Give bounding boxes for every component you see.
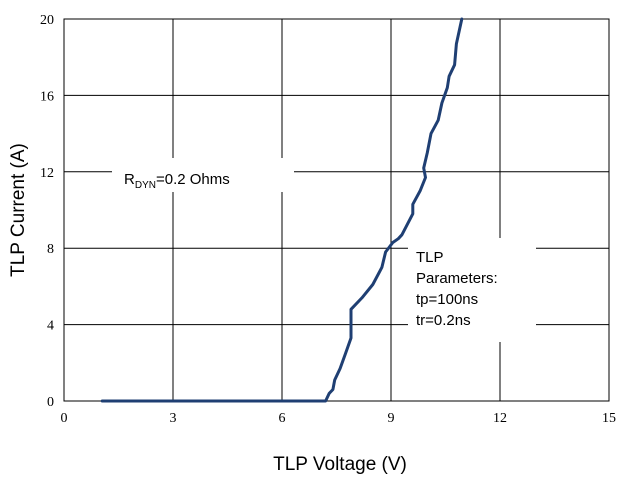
x-axis-title: TLP Voltage (V) bbox=[273, 454, 407, 475]
x-tick-label: 6 bbox=[279, 411, 286, 426]
series-layer bbox=[100, 17, 464, 403]
tlp-parameters-annotation: TLP Parameters: tp=100ns tr=0.2ns bbox=[416, 249, 502, 329]
tlp-param-line-3: tp=100ns bbox=[416, 291, 478, 308]
y-tick-label: 4 bbox=[47, 319, 54, 334]
rdyn-value: =0.2 Ohms bbox=[156, 171, 230, 188]
y-axis-title: TLP Current (A) bbox=[8, 143, 29, 277]
x-tick-label: 9 bbox=[388, 411, 395, 426]
tlp-parameters-annotation-background bbox=[408, 238, 536, 342]
x-tick-label: 0 bbox=[61, 411, 68, 426]
rdyn-annotation: RDYN=0.2 Ohms bbox=[124, 171, 230, 191]
tlp-param-line-4: tr=0.2ns bbox=[416, 312, 471, 329]
tlp-param-line-2: Parameters: bbox=[416, 270, 498, 287]
tick-labels: 0 3 6 9 12 15 0 4 8 12 16 20 bbox=[40, 13, 616, 426]
y-tick-label: 16 bbox=[40, 89, 54, 104]
y-tick-label: 20 bbox=[40, 13, 54, 28]
x-tick-label: 12 bbox=[493, 411, 507, 426]
grid-lines bbox=[64, 19, 609, 401]
rdyn-symbol: R bbox=[124, 171, 135, 188]
x-tick-label: 3 bbox=[170, 411, 177, 426]
y-tick-label: 12 bbox=[40, 166, 54, 181]
rdyn-annotation-background bbox=[112, 158, 294, 192]
annotation-backgrounds bbox=[112, 158, 536, 342]
x-tick-label: 15 bbox=[602, 411, 616, 426]
plot-frame bbox=[63, 18, 610, 402]
rdyn-subscript: DYN bbox=[135, 180, 156, 191]
tlp-param-line-1: TLP bbox=[416, 249, 444, 266]
y-tick-label: 0 bbox=[47, 395, 54, 410]
tlp-iv-curve bbox=[100, 17, 464, 403]
y-tick-label: 8 bbox=[47, 242, 54, 257]
